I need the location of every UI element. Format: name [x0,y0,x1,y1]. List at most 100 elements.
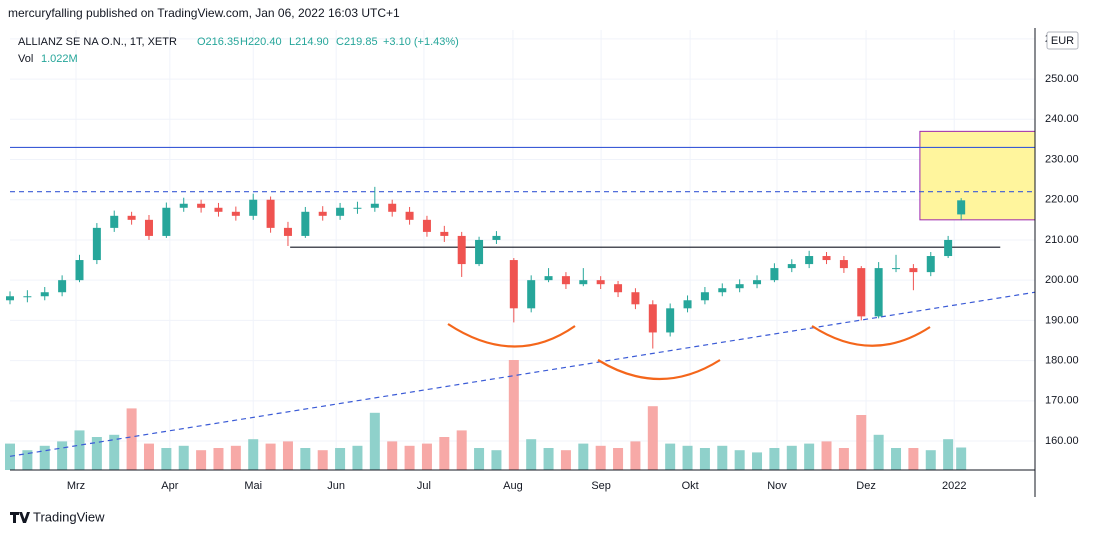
volume-bar [595,445,606,470]
candle-body [805,256,814,265]
candle-body [475,239,484,265]
legend: ALLIANZ SE NA O.N., 1T, XETR O216.35 H22… [18,36,459,65]
volume-bar [699,448,710,470]
x-tick-label: Mrz [67,480,85,492]
plot-area [5,30,1036,470]
candle-body [735,284,744,289]
volume-bar [421,443,432,470]
volume-bar [908,448,919,470]
candle-body [179,203,188,208]
candle-body [144,219,153,236]
volume-bar [248,439,259,470]
legend-close: C219.85 [336,36,378,48]
volume-bar [196,450,207,470]
candle-body [440,231,449,236]
volume-bar [57,441,68,470]
volume-bar [873,434,884,470]
candle-body [857,268,866,317]
arc-right [811,325,931,347]
candle-body [874,268,883,317]
x-tick-label: 2022 [942,480,966,492]
volume-bar [74,430,85,470]
volume-bar [317,450,328,470]
volume-bar [526,439,537,470]
candle-body [926,256,935,273]
volume-bar [560,450,571,470]
x-tick-label: Jul [417,480,431,492]
candle-body [787,264,796,269]
candle-body [353,207,362,209]
candle-body [770,268,779,281]
volume-bar [22,450,33,470]
candle-body [579,280,588,285]
legend-low: L214.90 [289,36,329,48]
volume-bar [387,441,398,470]
candle-body [23,296,32,298]
volume-value: 1.022M [41,53,78,65]
candle-body [231,211,240,216]
candle-body [492,235,501,240]
candle-body [283,227,292,236]
candle-body [561,276,570,285]
y-tick-label: 170.00 [1045,395,1079,407]
y-tick-label: 180.00 [1045,355,1079,367]
volume-bar [491,450,502,470]
candle-body [509,260,518,309]
y-tick-label: 220.00 [1045,194,1079,206]
volume-bar [213,448,224,470]
candle-body [666,308,675,333]
y-tick-label: 250.00 [1045,73,1079,85]
volume-bar [956,447,967,470]
x-tick-label: Aug [503,480,523,492]
candle-body [957,200,966,215]
candle-body [753,280,762,285]
volume-bar [178,445,189,470]
volume-bar [508,360,519,470]
volume-bar [282,441,293,470]
volume-bar [647,406,658,470]
volume-title: Vol [18,53,33,65]
candle-body [614,284,623,293]
target-box [919,130,1036,221]
candle-body [301,211,310,236]
y-tick-label: 230.00 [1045,153,1079,165]
volume-bar [161,448,172,470]
x-tick-label: Mai [244,480,262,492]
candle-body [336,207,345,216]
candle-body [370,203,379,208]
footer-logo: TradingView [10,509,105,524]
symbol: ALLIANZ SE NA O.N., 1T, XETR [18,36,177,48]
volume-bar [474,448,485,470]
y-tick-label: 190.00 [1045,314,1079,326]
volume-bar [265,443,276,470]
x-tick-label: Sep [591,480,611,492]
volume-bar [230,445,241,470]
volume-bar [404,445,415,470]
volume-bar [734,450,745,470]
candle-body [214,207,223,212]
volume-bar [943,439,954,470]
volume-bar [109,434,120,470]
x-tick-label: Apr [161,480,178,492]
candle-body [405,211,414,220]
candle-body [648,304,657,333]
volume-bar [300,448,311,470]
volume-bar [543,448,554,470]
logo-icon [10,512,30,523]
volume-bar [352,445,363,470]
candle-body [683,300,692,309]
legend-change: +3.10 (+1.43%) [383,36,459,48]
brand: TradingView [33,509,105,524]
candle-body [544,276,553,281]
volume-bar [630,441,641,470]
x-tick-label: Jun [327,480,345,492]
volume-bar [717,445,728,470]
y-tick-label: 160.00 [1045,435,1079,447]
y-tick-label: 240.00 [1045,113,1079,125]
candle-body [162,207,171,236]
candle-body [197,203,206,208]
volume-bar [456,430,467,470]
candle-body [6,296,14,301]
legend-high: H220.40 [240,36,282,48]
candle-body [58,280,67,293]
